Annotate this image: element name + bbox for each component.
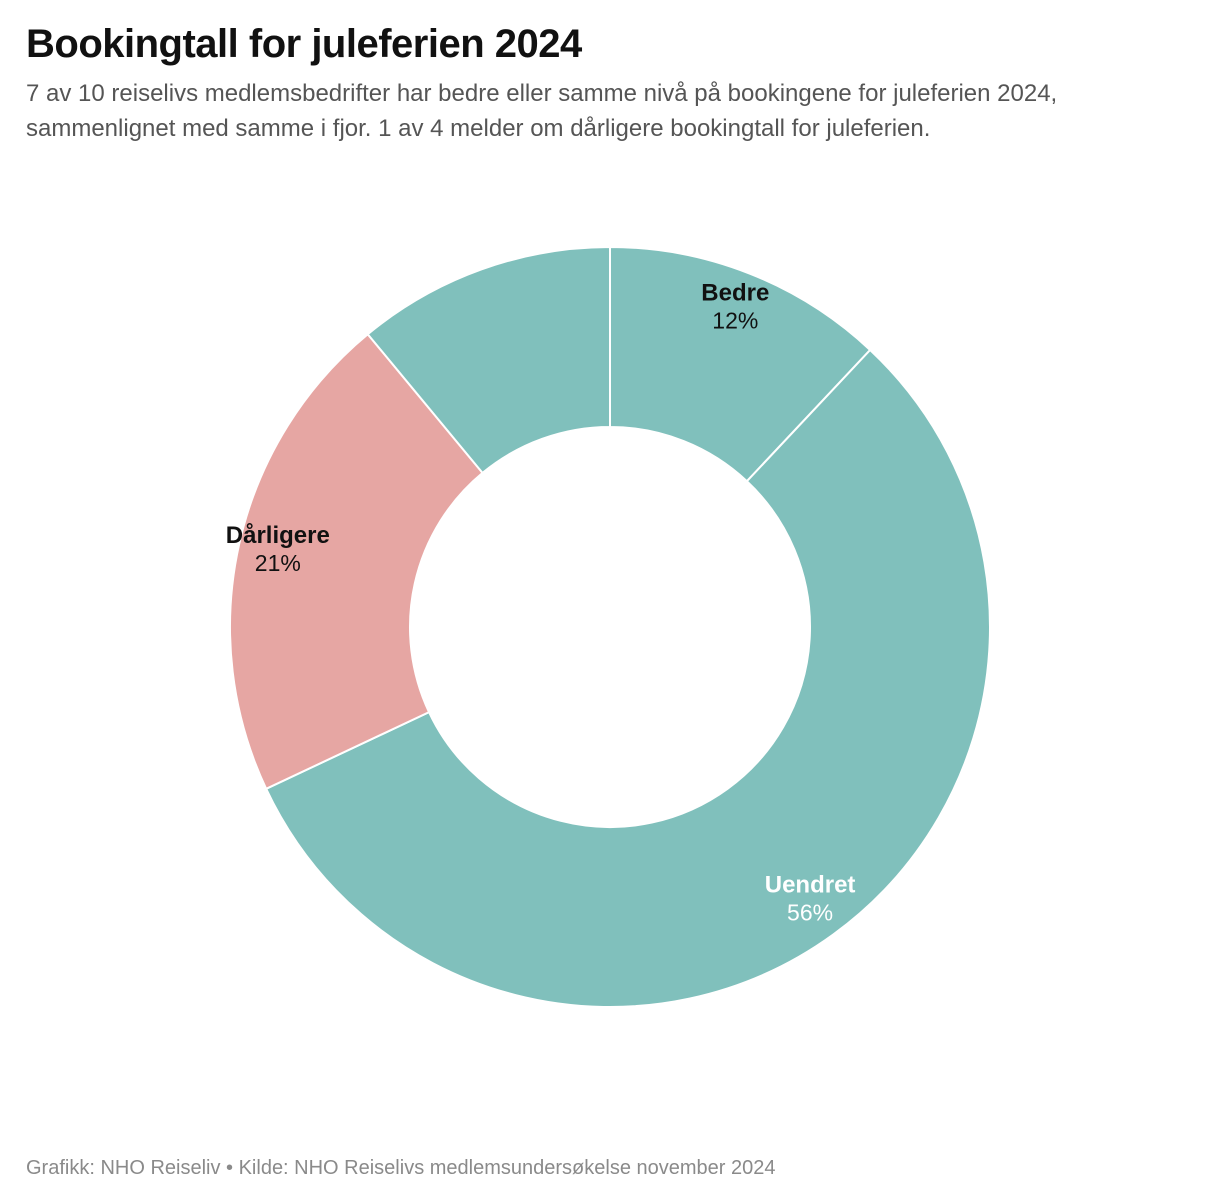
- chart-footer: Grafikk: NHO Reiseliv • Kilde: NHO Reise…: [26, 1157, 775, 1180]
- page: Bookingtall for juleferien 2024 7 av 10 …: [0, 0, 1220, 1198]
- chart-title: Bookingtall for juleferien 2024: [26, 22, 1194, 67]
- chart-subtitle: 7 av 10 reiselivs medlemsbedrifter har b…: [26, 77, 1176, 147]
- chart-container: Bedre12%Uendret56%Dårligere21%: [26, 177, 1194, 1077]
- donut-chart: Bedre12%Uendret56%Dårligere21%: [160, 177, 1060, 1077]
